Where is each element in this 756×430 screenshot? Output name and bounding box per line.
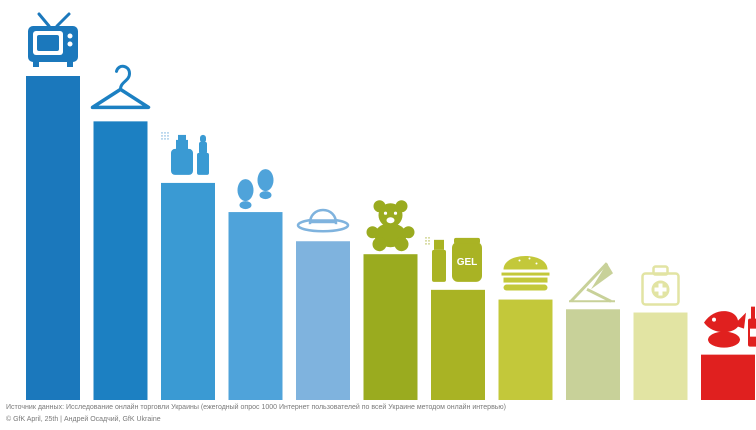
footprints-icon [237, 169, 274, 210]
bar [93, 121, 148, 401]
bar [431, 289, 485, 400]
hat-icon [296, 208, 350, 233]
bar [296, 241, 350, 400]
bar [633, 312, 688, 400]
bar [161, 182, 215, 400]
credit-note: © GfK April, 25th | Андрей Осадчий, GfK … [6, 416, 161, 423]
hanger-icon [90, 64, 151, 110]
bar [363, 254, 418, 400]
first-aid-kit-icon [641, 265, 680, 306]
cosmetics-icon [161, 132, 209, 175]
deck-chair-icon [569, 262, 615, 303]
gel-spray-icon: GEL [425, 236, 482, 282]
food-drink-icon [704, 306, 756, 348]
bar [228, 212, 283, 400]
bar [566, 309, 620, 400]
svg-text:GEL: GEL [457, 257, 478, 268]
tv-icon [28, 12, 78, 67]
bar [498, 299, 553, 400]
teddy-bear-icon [366, 200, 415, 252]
burger-icon [501, 256, 550, 291]
bar [26, 76, 80, 400]
source-note: Источник данных: Исследование онлайн тор… [6, 404, 507, 411]
bar [701, 354, 755, 400]
